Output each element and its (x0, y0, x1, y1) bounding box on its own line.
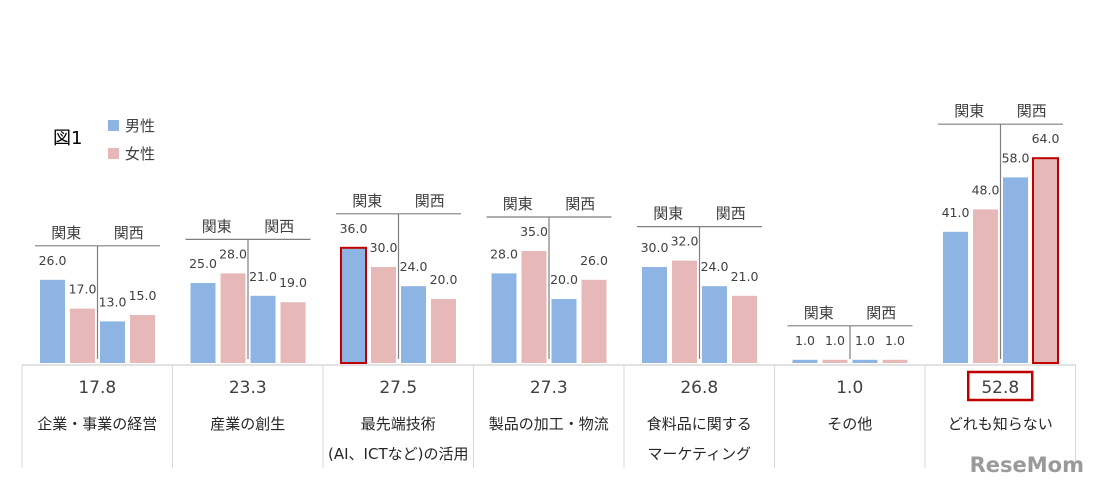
bar-7-4 (1032, 157, 1059, 364)
value-label-6-2: 1.0 (825, 333, 845, 348)
value-label-1-3: 13.0 (99, 294, 127, 309)
bar-4-1 (491, 273, 517, 363)
legend-label-male: 男性 (125, 117, 155, 135)
category-label-7: どれも知らない (948, 415, 1053, 433)
region-label-kanto-3: 関東 (352, 192, 382, 210)
region-label-kansai-5: 関西 (716, 205, 746, 223)
region-label-kansai-7: 関西 (1017, 102, 1047, 120)
value-label-6-3: 1.0 (855, 333, 875, 348)
value-label-3-1: 36.0 (340, 221, 368, 236)
region-label-kanto-5: 関東 (653, 205, 683, 223)
bar-2-4 (280, 302, 306, 363)
bar-1-1 (40, 279, 65, 363)
bar-1-4 (130, 315, 155, 363)
category-label-1: 企業・事業の経営 (37, 415, 157, 433)
region-label-kansai-6: 関西 (866, 304, 896, 322)
bar-2-3 (250, 295, 276, 363)
value-label-4-3: 20.0 (550, 272, 578, 287)
figure-label: 図1 (53, 128, 82, 149)
value-label-3-2: 30.0 (370, 240, 398, 255)
watermark-logo: ReseMom (970, 453, 1084, 477)
total-value-5: 26.8 (680, 378, 718, 398)
legend: 男性 女性 (108, 117, 155, 163)
category-label2-3: (AI、ICTなど)の活用 (328, 445, 468, 463)
region-label-kanto-2: 関東 (202, 217, 232, 235)
total-value-4: 27.3 (530, 378, 568, 398)
total-value-3: 27.5 (379, 378, 417, 398)
bar-4-4 (581, 279, 607, 363)
value-label-4-2: 35.0 (520, 224, 548, 239)
region-label-kansai-3: 関西 (415, 192, 445, 210)
value-label-5-1: 30.0 (641, 240, 669, 255)
value-label-2-4: 19.0 (279, 275, 307, 290)
legend-label-female: 女性 (125, 145, 155, 163)
region-label-kanto-7: 関東 (954, 102, 984, 120)
bars-layer: 26.017.013.0 15.025.028.021.0 19.036.030.0… (39, 131, 1060, 364)
total-value-7: 52.8 (981, 378, 1019, 398)
value-label-1-1: 26.0 (39, 253, 67, 268)
bar-5-2 (672, 260, 697, 363)
bar-7-3 (1003, 177, 1028, 363)
bar-3-1 (340, 246, 367, 364)
category-table: 17.8 企業・事業の経営 23.3 産業の創生 27.5 最先端技術 (AI、ICTなど)… (21, 364, 1076, 468)
bar-1-3 (100, 321, 125, 363)
bar-7-1 (943, 231, 968, 363)
category-label-6: その他 (827, 415, 872, 433)
bar-5-3 (702, 286, 727, 363)
value-label-7-1: 41.0 (942, 205, 970, 220)
bar-4-3 (551, 299, 577, 363)
legend-swatch-male (108, 120, 119, 131)
value-label-6-4: 1.0 (885, 333, 905, 348)
value-label-6-1: 1.0 (795, 333, 815, 348)
legend-swatch-female (108, 148, 119, 159)
category-label-3: 最先端技術 (361, 415, 436, 433)
value-label-5-3: 24.0 (701, 259, 729, 274)
bar-3-3 (401, 286, 426, 363)
bar-2-2 (220, 273, 246, 363)
value-label-2-3: 21.0 (249, 269, 277, 284)
region-label-kanto-4: 関東 (503, 195, 533, 213)
total-value-6: 1.0 (836, 378, 863, 398)
value-label-3-4: 20.0 (430, 272, 458, 287)
bar-4-2 (521, 251, 547, 363)
bar-6-4 (882, 359, 908, 363)
bar-6-1 (792, 359, 818, 363)
value-label-1-4: 15.0 (129, 288, 157, 303)
category-label-4: 製品の加工・物流 (489, 415, 609, 433)
bar-1-2 (70, 308, 95, 363)
bar-7-2 (973, 209, 998, 363)
total-value-2: 23.3 (229, 378, 267, 398)
bar-5-1 (642, 267, 667, 363)
category-label-2: 産業の創生 (210, 415, 285, 433)
region-label-kansai-2: 関西 (264, 217, 294, 235)
value-label-2-2: 28.0 (219, 246, 247, 261)
value-label-7-4: 64.0 (1032, 131, 1060, 146)
bar-6-3 (852, 359, 878, 363)
region-label-kansai-4: 関西 (565, 195, 595, 213)
value-label-5-4: 21.0 (731, 269, 759, 284)
total-highlight-box (967, 370, 1034, 402)
bar-3-2 (371, 267, 396, 363)
region-label-kansai-1: 関西 (114, 224, 144, 242)
bar-2-1 (190, 283, 216, 363)
value-label-7-3: 58.0 (1002, 150, 1030, 165)
value-label-5-2: 32.0 (671, 234, 699, 249)
value-label-4-1: 28.0 (490, 246, 518, 261)
value-label-4-4: 26.0 (580, 253, 608, 268)
category-label-5: 食料品に関する (647, 415, 752, 433)
bar-5-4 (732, 295, 757, 363)
category-label2-5: マーケティング (647, 445, 751, 463)
region-label-kanto-6: 関東 (804, 304, 834, 322)
bar-6-2 (822, 359, 848, 363)
bar-3-4 (431, 299, 456, 363)
value-label-1-2: 17.0 (69, 282, 97, 297)
value-label-7-2: 48.0 (972, 182, 1000, 197)
value-label-2-1: 25.0 (189, 256, 217, 271)
total-value-1: 17.8 (78, 378, 116, 398)
region-label-kanto-1: 関東 (51, 224, 81, 242)
value-label-3-3: 24.0 (400, 259, 428, 274)
